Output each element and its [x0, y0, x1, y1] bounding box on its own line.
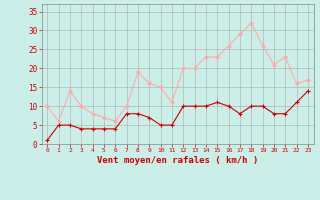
X-axis label: Vent moyen/en rafales ( km/h ): Vent moyen/en rafales ( km/h ): [97, 156, 258, 165]
